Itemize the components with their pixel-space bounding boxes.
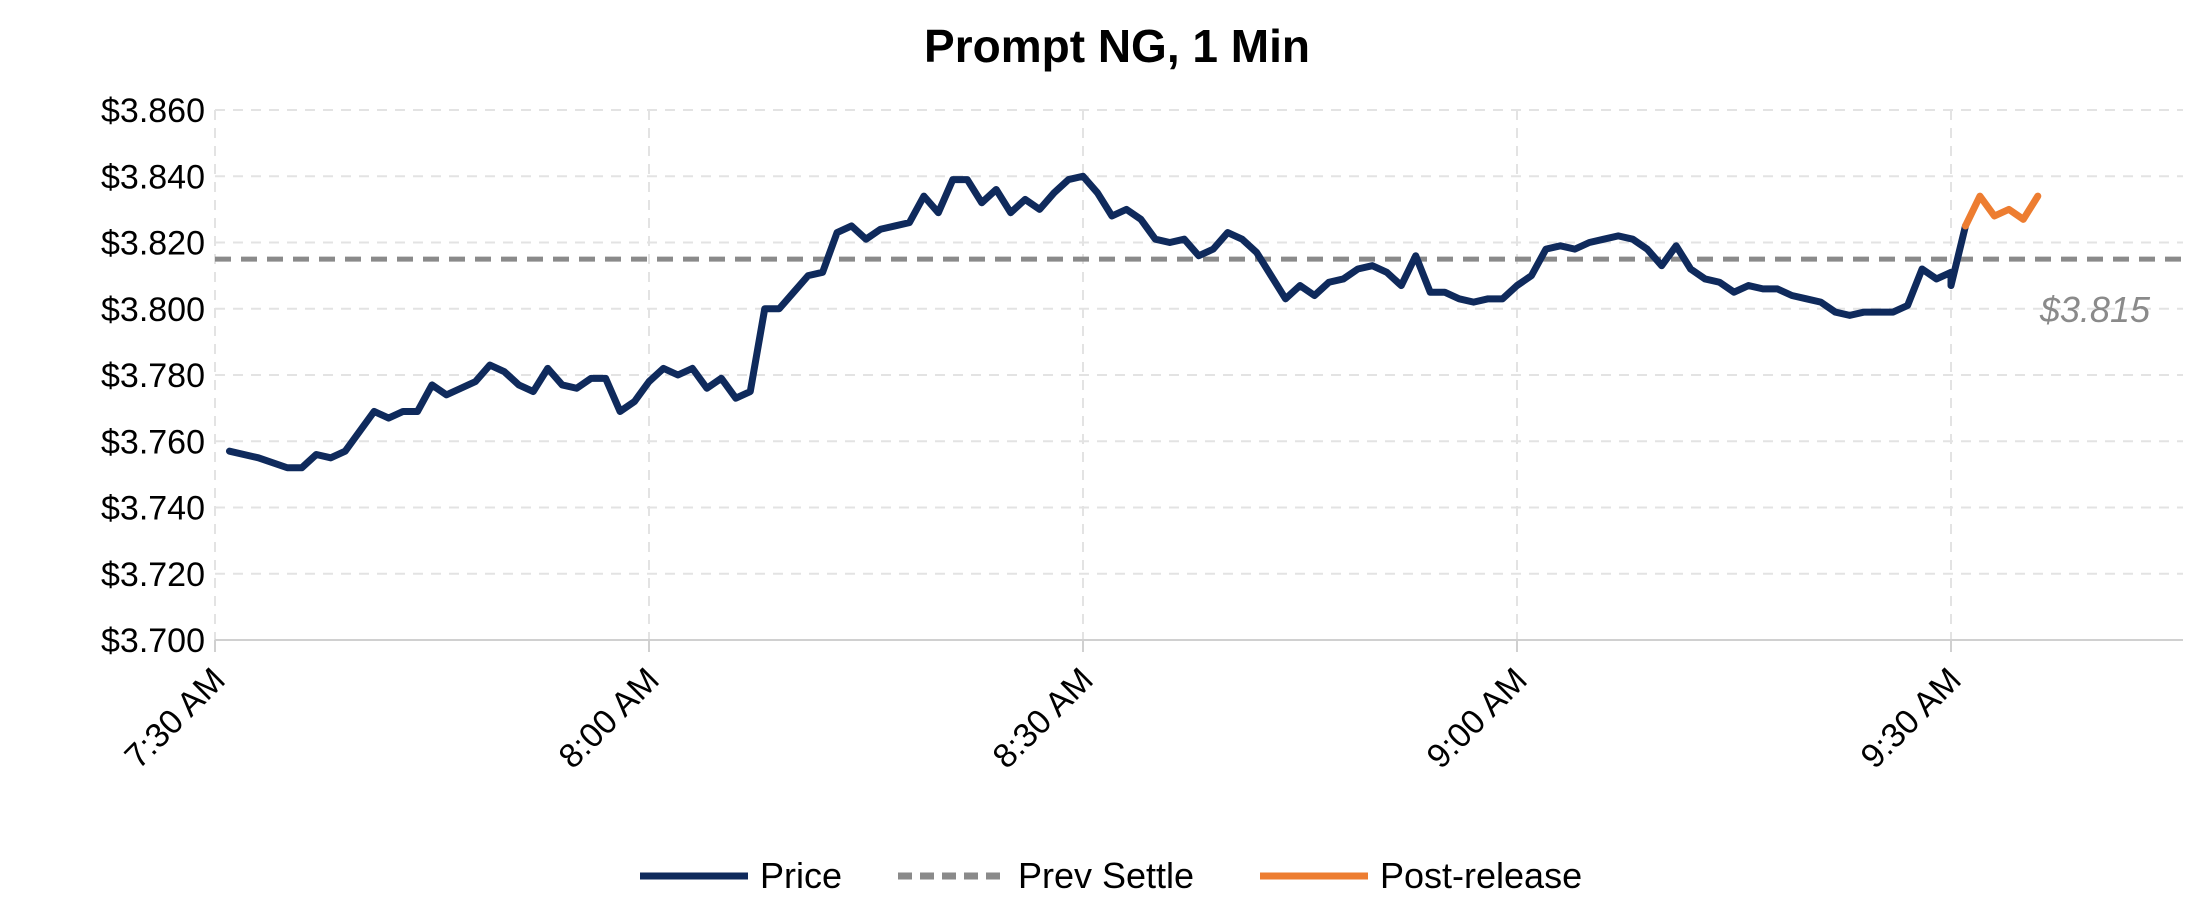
y-tick-label: $3.760: [101, 423, 205, 461]
y-tick-label: $3.740: [101, 490, 205, 528]
prev-settle-annotation: $3.815: [2039, 289, 2151, 330]
chart-title: Prompt NG, 1 Min: [924, 20, 1310, 72]
x-tick-label: 7:30 AM: [118, 661, 233, 776]
legend-item-post-release: Post-release: [1260, 855, 1582, 896]
legend-label: Post-release: [1380, 855, 1582, 896]
x-tick-label: 9:00 AM: [1420, 661, 1535, 776]
legend-label: Prev Settle: [1018, 855, 1194, 896]
x-tick-label: 8:30 AM: [986, 661, 1101, 776]
legend-item-prev-settle: Prev Settle: [898, 855, 1194, 896]
annotations: $3.815: [2039, 289, 2151, 330]
y-tick-label: $3.720: [101, 556, 205, 594]
legend-item-price: Price: [640, 855, 842, 896]
x-tick-label: 8:00 AM: [552, 661, 667, 776]
x-tick-label: 9:30 AM: [1854, 661, 1969, 776]
post-release-series-line: [1961, 192, 2042, 230]
axes: $3.700 $3.720 $3.740 $3.760 $3.780 $3.800 $3.8…: [101, 92, 2183, 776]
price-series-line: [225, 172, 1969, 472]
y-tick-label: $3.860: [101, 92, 205, 130]
legend: Price Prev Settle Post-release: [640, 855, 1582, 896]
legend-label: Price: [760, 855, 842, 896]
y-tick-label: $3.800: [101, 291, 205, 329]
y-tick-label: $3.840: [101, 158, 205, 196]
y-tick-label: $3.780: [101, 357, 205, 395]
y-tick-label: $3.700: [101, 622, 205, 660]
series-lines: [215, 172, 2183, 472]
y-tick-label: $3.820: [101, 225, 205, 263]
